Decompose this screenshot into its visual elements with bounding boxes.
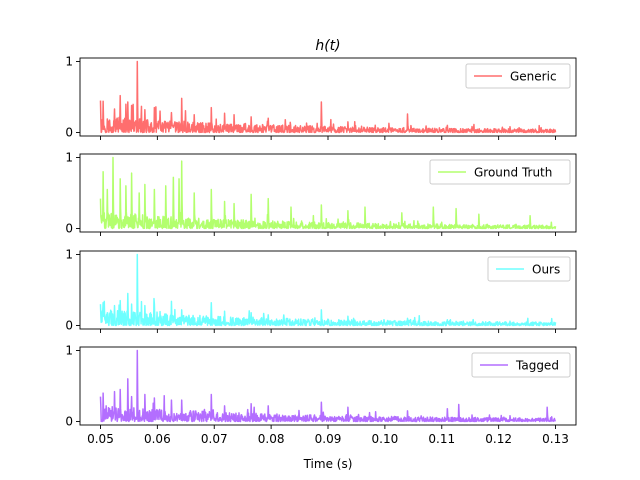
series-line-2 — [99, 156, 557, 230]
series-line-4 — [99, 349, 556, 423]
x-tick-label: 0.13 — [542, 432, 569, 446]
chart-title: h(t) — [315, 38, 340, 54]
subplots: 0 1 Generic 0 1 Ground Truth 0 1 Ours 0 1 Tagged — [65, 55, 577, 429]
legend: Ground Truth — [429, 159, 571, 185]
subplot-3: 0 1 Ours — [65, 248, 577, 333]
legend: Ours — [487, 256, 571, 282]
series-line-3 — [99, 253, 557, 327]
subplot-1: 0 1 Generic — [65, 55, 577, 140]
legend-box — [487, 256, 571, 282]
legend-box — [465, 63, 571, 89]
x-tick-label: 0.12 — [485, 432, 512, 446]
x-tick-label: 0.05 — [87, 432, 114, 446]
y-tick-label: 0 — [65, 414, 73, 428]
y-tick-label: 1 — [65, 55, 73, 69]
y-tick-label: 0 — [65, 125, 73, 139]
y-tick-label: 1 — [65, 248, 73, 262]
legend-label: Tagged — [515, 359, 559, 373]
legend: Generic — [465, 63, 571, 89]
legend: Tagged — [471, 352, 571, 378]
legend-box — [471, 352, 571, 378]
x-tick-label: 0.09 — [315, 432, 342, 446]
x-tick-label: 0.08 — [258, 432, 285, 446]
y-tick-label: 1 — [65, 344, 73, 358]
x-axis-label: Time (s) — [303, 457, 353, 471]
x-tick-label: 0.10 — [372, 432, 399, 446]
y-tick-label: 1 — [65, 151, 73, 165]
subplot-2: 0 1 Ground Truth — [65, 151, 577, 236]
subplot-4: 0 1 Tagged — [65, 344, 577, 429]
x-tick-label: 0.06 — [144, 432, 171, 446]
x-tick-label: 0.11 — [428, 432, 455, 446]
legend-label: Ground Truth — [474, 166, 552, 180]
y-tick-label: 0 — [65, 221, 73, 235]
series-line-1 — [99, 60, 557, 134]
x-tick-label: 0.07 — [201, 432, 228, 446]
y-tick-label: 0 — [65, 318, 73, 332]
legend-box — [429, 159, 571, 185]
legend-label: Ours — [532, 263, 560, 277]
x-axis: 0.05 0.06 0.07 0.08 0.09 0.10 0.11 0.12 0.13 — [87, 432, 569, 446]
legend-label: Generic — [510, 70, 557, 84]
